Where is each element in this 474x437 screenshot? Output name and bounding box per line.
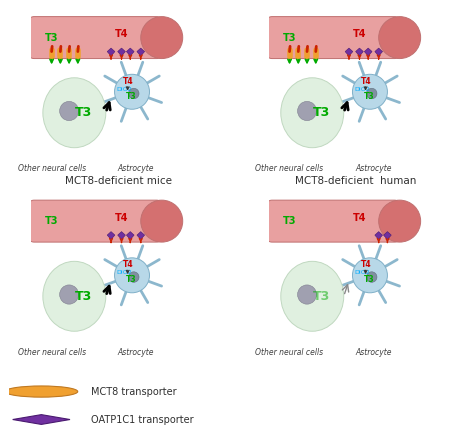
Polygon shape [375, 48, 383, 56]
Circle shape [353, 74, 387, 109]
Title: MCT8-deficient  human: MCT8-deficient human [295, 176, 417, 186]
Circle shape [366, 88, 377, 99]
Title: Mice: Mice [106, 0, 130, 2]
Circle shape [379, 17, 420, 59]
Text: Astrocyte: Astrocyte [355, 164, 392, 173]
Title: Human: Human [337, 0, 375, 2]
Polygon shape [107, 232, 115, 239]
Text: DIO2: DIO2 [116, 270, 132, 275]
Ellipse shape [281, 78, 344, 148]
Text: T3: T3 [312, 106, 329, 119]
FancyBboxPatch shape [29, 17, 162, 59]
Polygon shape [118, 232, 126, 239]
Text: T4: T4 [115, 213, 128, 222]
Text: Other neural cells: Other neural cells [18, 348, 86, 357]
Text: OATP1C1 transporter: OATP1C1 transporter [91, 415, 194, 424]
FancyBboxPatch shape [267, 17, 400, 59]
Ellipse shape [60, 285, 79, 304]
Title: MCT8-deficient mice: MCT8-deficient mice [64, 176, 172, 186]
Circle shape [128, 272, 139, 282]
Text: T3: T3 [312, 290, 329, 303]
Circle shape [141, 200, 182, 242]
Circle shape [141, 17, 182, 59]
Polygon shape [127, 232, 134, 239]
Polygon shape [345, 48, 353, 56]
Circle shape [115, 74, 149, 109]
Text: Astrocyte: Astrocyte [117, 164, 154, 173]
Ellipse shape [43, 78, 106, 148]
Ellipse shape [298, 285, 317, 304]
Text: T4: T4 [115, 29, 128, 39]
Text: Other neural cells: Other neural cells [255, 348, 324, 357]
Text: T4: T4 [353, 29, 366, 39]
Polygon shape [118, 48, 126, 56]
Text: T4: T4 [123, 77, 134, 86]
Text: DIO2: DIO2 [354, 87, 370, 92]
Polygon shape [383, 232, 391, 239]
Polygon shape [127, 48, 134, 56]
Text: T3: T3 [283, 33, 296, 42]
Text: T3: T3 [283, 216, 296, 226]
Text: MCT8 transporter: MCT8 transporter [91, 387, 177, 396]
Polygon shape [13, 415, 70, 424]
Text: T3: T3 [45, 216, 58, 226]
Text: Other neural cells: Other neural cells [18, 164, 86, 173]
Text: T3: T3 [364, 275, 374, 284]
Text: T3: T3 [364, 92, 374, 101]
Text: Astrocyte: Astrocyte [355, 348, 392, 357]
Polygon shape [107, 48, 115, 56]
Text: DIO2: DIO2 [354, 270, 370, 275]
Ellipse shape [43, 261, 106, 331]
Text: Astrocyte: Astrocyte [117, 348, 154, 357]
Text: T4: T4 [361, 77, 372, 86]
Circle shape [115, 258, 149, 293]
Text: Other neural cells: Other neural cells [255, 164, 324, 173]
Polygon shape [375, 232, 383, 239]
FancyBboxPatch shape [267, 200, 400, 242]
Circle shape [5, 386, 78, 397]
Polygon shape [365, 48, 372, 56]
FancyBboxPatch shape [29, 200, 162, 242]
Polygon shape [356, 48, 363, 56]
Text: T3: T3 [126, 275, 137, 284]
Ellipse shape [60, 101, 79, 121]
Text: T3: T3 [74, 290, 91, 303]
Text: T3: T3 [74, 106, 91, 119]
Circle shape [128, 88, 139, 99]
Text: DIO2: DIO2 [116, 87, 132, 92]
Circle shape [379, 200, 420, 242]
Text: T3: T3 [126, 92, 137, 101]
Polygon shape [137, 232, 145, 239]
Ellipse shape [281, 261, 344, 331]
Text: T4: T4 [361, 260, 372, 269]
Polygon shape [137, 48, 145, 56]
Text: T4: T4 [353, 213, 366, 222]
Circle shape [366, 272, 377, 282]
Circle shape [353, 258, 387, 293]
Text: T4: T4 [123, 260, 134, 269]
Ellipse shape [298, 101, 317, 121]
Text: T3: T3 [45, 33, 58, 42]
